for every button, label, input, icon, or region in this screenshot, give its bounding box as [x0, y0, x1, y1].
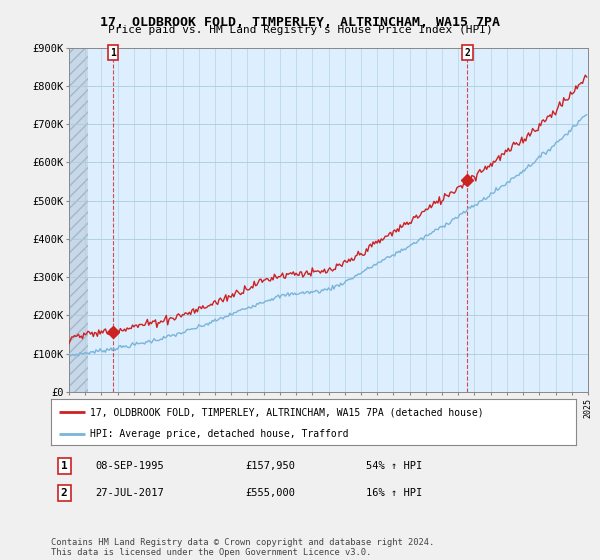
Text: 2: 2 — [464, 48, 470, 58]
Text: 16% ↑ HPI: 16% ↑ HPI — [366, 488, 422, 498]
Text: 54% ↑ HPI: 54% ↑ HPI — [366, 461, 422, 470]
Bar — [69, 48, 88, 392]
Text: 2: 2 — [61, 488, 67, 498]
Text: 27-JUL-2017: 27-JUL-2017 — [95, 488, 164, 498]
Text: HPI: Average price, detached house, Trafford: HPI: Average price, detached house, Traf… — [91, 429, 349, 438]
Text: 17, OLDBROOK FOLD, TIMPERLEY, ALTRINCHAM, WA15 7PA: 17, OLDBROOK FOLD, TIMPERLEY, ALTRINCHAM… — [100, 16, 500, 29]
Text: 08-SEP-1995: 08-SEP-1995 — [95, 461, 164, 470]
Text: 1: 1 — [61, 461, 67, 470]
Text: 1: 1 — [110, 48, 116, 58]
Text: Price paid vs. HM Land Registry's House Price Index (HPI): Price paid vs. HM Land Registry's House … — [107, 25, 493, 35]
Text: £157,950: £157,950 — [245, 461, 295, 470]
Text: £555,000: £555,000 — [245, 488, 295, 498]
Text: 17, OLDBROOK FOLD, TIMPERLEY, ALTRINCHAM, WA15 7PA (detached house): 17, OLDBROOK FOLD, TIMPERLEY, ALTRINCHAM… — [91, 407, 484, 417]
Text: Contains HM Land Registry data © Crown copyright and database right 2024.
This d: Contains HM Land Registry data © Crown c… — [51, 538, 434, 557]
